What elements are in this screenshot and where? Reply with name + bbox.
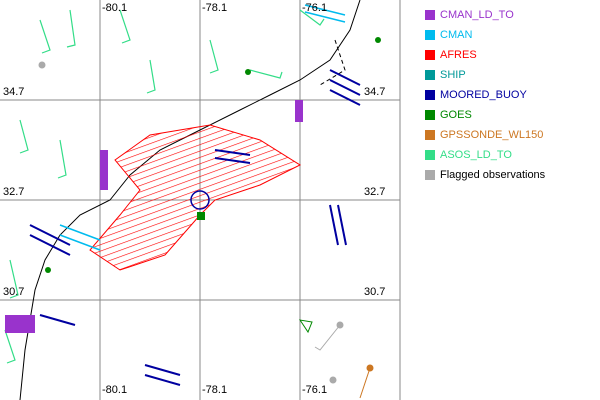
legend-swatch [425, 110, 435, 120]
longitude-label: -78.1 [202, 2, 227, 14]
legend-background [401, 0, 600, 400]
latitude-label: 34.7 [3, 86, 24, 98]
goes-observations [45, 37, 381, 334]
legend-swatch [425, 90, 435, 100]
cman-ld-to-observations [5, 100, 303, 333]
latitude-label: 34.7 [364, 86, 385, 98]
legend-label: GOES [440, 109, 472, 121]
asos-observations [4, 9, 325, 364]
longitude-label: -78.1 [202, 384, 227, 396]
flagged-observations [38, 61, 344, 384]
afres-observations [89, 124, 302, 271]
latitude-label: 32.7 [364, 186, 385, 198]
latitude-label: 32.7 [3, 186, 24, 198]
longitude-label: -80.1 [102, 2, 127, 14]
gpssonde-observations [359, 364, 374, 399]
legend-label: CMAN [440, 29, 472, 41]
latitude-label: 30.7 [3, 286, 24, 298]
buoy-observations [29, 69, 361, 386]
legend-label: AFRES [440, 49, 477, 61]
cman-observations [59, 4, 346, 251]
longitude-label: -80.1 [102, 384, 127, 396]
legend-swatch [425, 150, 435, 160]
legend-label: ASOS_LD_TO [440, 149, 512, 161]
legend-label: GPSSONDE_WL150 [440, 129, 543, 141]
legend-label: MOORED_BUOY [440, 89, 527, 101]
legend-swatch [425, 30, 435, 40]
legend-label: CMAN_LD_TO [440, 9, 514, 21]
grid-labels: -80.1 -80.1 -78.1 -78.1 -76.1 -76.1 34.7 34.7 32… [3, 2, 385, 396]
legend-label: SHIP [440, 69, 466, 81]
legend-swatch [425, 130, 435, 140]
legend-swatch [425, 10, 435, 20]
longitude-label: -76.1 [302, 2, 327, 14]
legend-label: Flagged observations [440, 169, 546, 181]
legend-swatch [425, 70, 435, 80]
legend-swatch [425, 50, 435, 60]
latitude-label: 30.7 [364, 286, 385, 298]
longitude-label: -76.1 [302, 384, 327, 396]
legend-swatch [425, 170, 435, 180]
legend: CMAN_LD_TO CMAN AFRES SHIP MOORED_BUOY GOES GP… [425, 9, 546, 181]
